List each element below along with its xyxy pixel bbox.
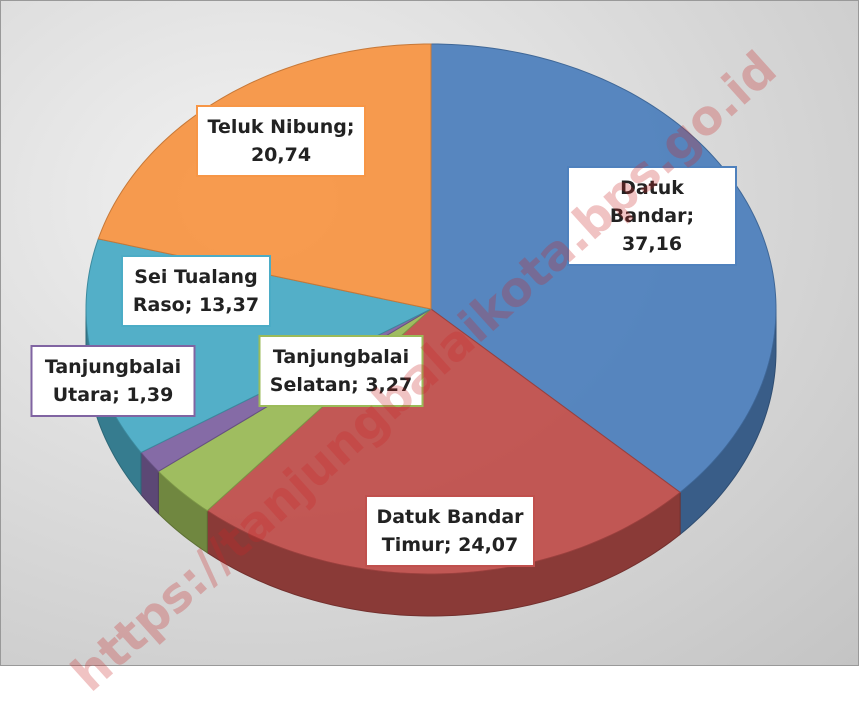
slice — [430, 43, 777, 493]
data-label: Tanjungbalai Utara; 1,39 — [30, 345, 196, 417]
data-label: Datuk Bandar; 37,16 — [567, 166, 737, 266]
data-label: Datuk Bandar Timur; 24,07 — [365, 495, 535, 567]
data-label: Tanjungbalai Selatan; 3,27 — [258, 335, 424, 407]
data-label: Teluk Nibung; 20,74 — [196, 105, 366, 177]
data-label: Sei Tualang Raso; 13,37 — [121, 255, 271, 327]
slice — [206, 308, 681, 575]
